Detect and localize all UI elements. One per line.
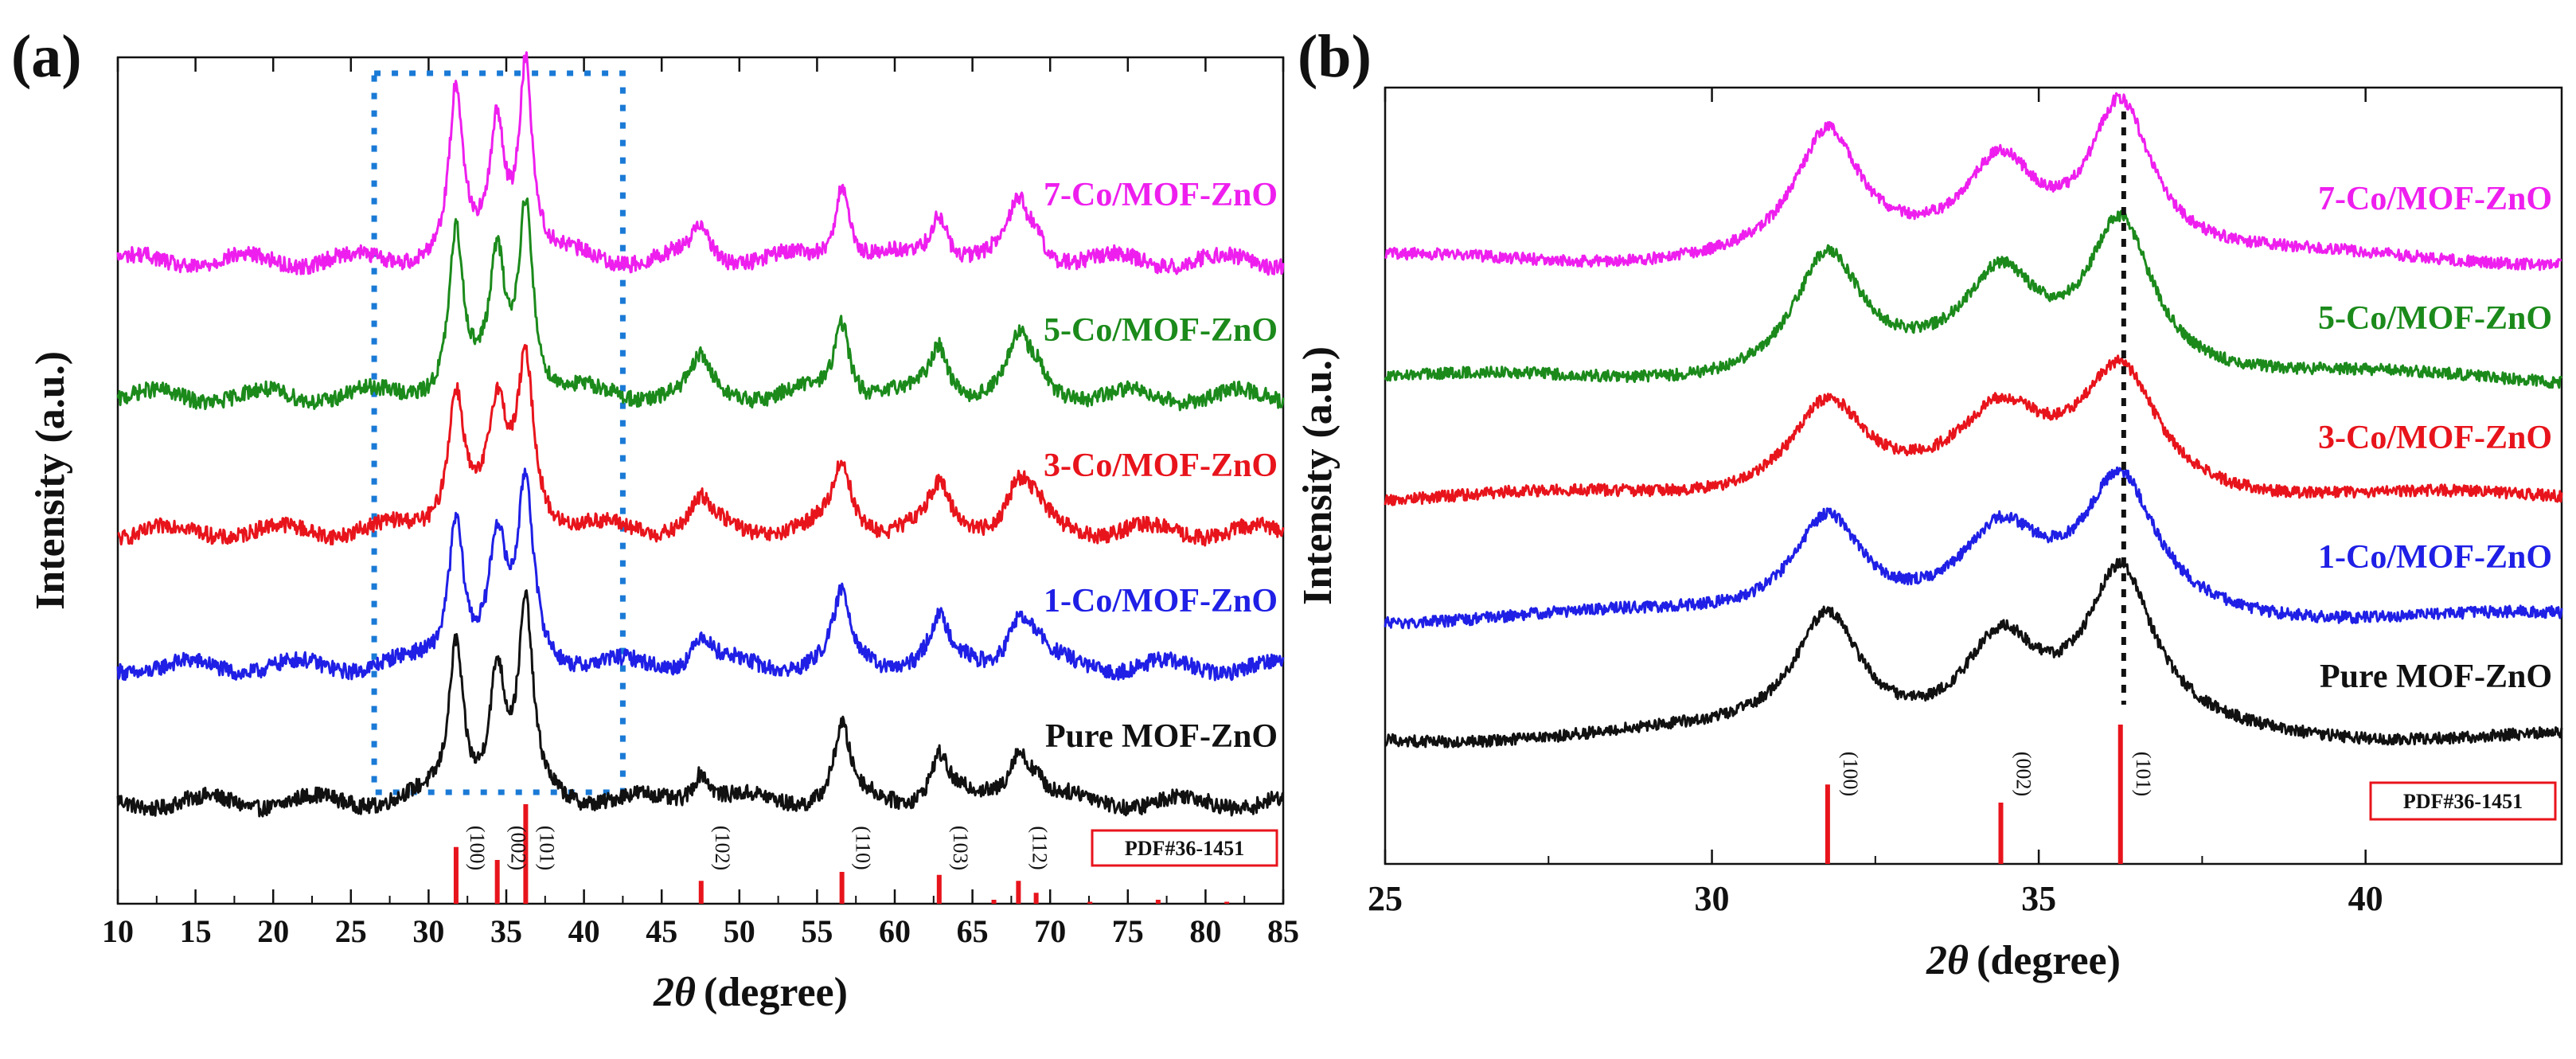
x-tick-label: 15 [180,913,212,949]
x-tick-label: 40 [568,913,600,949]
y-axis-title: Intensity (a.u.) [28,351,73,610]
plane-label: (102) [711,826,734,870]
reference-box [1091,829,1278,867]
plane-label: (101) [2132,752,2155,796]
series-line [117,343,1285,547]
series-label: 1-Co/MOF-ZnO [1044,583,1278,619]
plane-label: (103) [949,826,972,870]
reference-label: PDF#36-1451 [1125,837,1244,860]
panel-a-label: (a) [11,23,82,90]
series-label: 7-Co/MOF-ZnO [2318,181,2552,217]
x-tick-label: 85 [1267,913,1299,949]
plane-label: (101) [535,826,558,870]
series-line [1384,92,2562,272]
x-tick-label: 30 [412,913,444,949]
panel-b-label: (b) [1298,23,1372,90]
x-axis-title: (degree) [704,970,848,1015]
series-line [116,51,1285,276]
series-line [1384,557,2563,748]
x-tick-label: 60 [879,913,911,949]
x-axis-symbol: 2θ [653,970,696,1015]
plot-frame [1384,86,2563,866]
plane-label: (002) [2012,752,2035,796]
series-line [1384,354,2563,506]
x-tick-label: 30 [1695,879,1730,918]
chart-panel-b: 25 30 35 40 2θ (degree) Intensity (a.u.) Pure M… [1295,86,2563,983]
series-label: Pure MOF-ZnO [1045,718,1278,755]
plane-label: (100) [1839,752,1862,796]
series-label: 5-Co/MOF-ZnO [2318,300,2552,337]
x-tick-label: 20 [257,913,289,949]
x-tick-label: 35 [490,913,522,949]
plane-label: (110) [852,826,875,869]
series-line [1384,209,2563,389]
reference-label: PDF#36-1451 [2403,790,2523,813]
series-label: 3-Co/MOF-ZnO [2318,420,2552,456]
plane-label: (002) [507,826,530,870]
x-tick-label: 65 [957,913,989,949]
chart-panel-a: 10 15 20 25 30 35 40 45 50 55 60 65 70 75 80 85 2θ (degre… [28,51,1299,1015]
series-label: 5-Co/MOF-ZnO [1044,312,1278,349]
series-label: 3-Co/MOF-ZnO [1044,447,1278,484]
x-tick-label: 35 [2021,879,2056,918]
plane-label: (112) [1028,826,1051,869]
series-label: 7-Co/MOF-ZnO [1044,177,1278,213]
x-tick-label: 80 [1189,913,1221,949]
x-tick-label: 70 [1034,913,1066,949]
x-tick-label: 10 [102,913,134,949]
x-tick-label: 75 [1112,913,1144,949]
series-line [116,197,1285,412]
y-axis-title: Intensity (a.u.) [1295,346,1341,605]
series-line [1384,466,2563,630]
series-label: Pure MOF-ZnO [2320,658,2552,695]
highlight-box [371,70,626,795]
x-tick-label: 55 [801,913,833,949]
x-axis-symbol: 2θ [1926,938,1969,983]
series-line [116,589,1285,818]
plane-label: (100) [466,826,489,870]
x-axis-title: (degree) [1977,938,2121,983]
x-tick-label: 45 [646,913,677,949]
x-tick-label: 40 [2348,879,2383,918]
x-tick-label: 50 [724,913,755,949]
series-line [116,467,1285,682]
x-tick-label: 25 [335,913,367,949]
series-label: 1-Co/MOF-ZnO [2318,539,2552,576]
x-tick-label: 25 [1368,879,1403,918]
reference-box [2369,781,2557,821]
